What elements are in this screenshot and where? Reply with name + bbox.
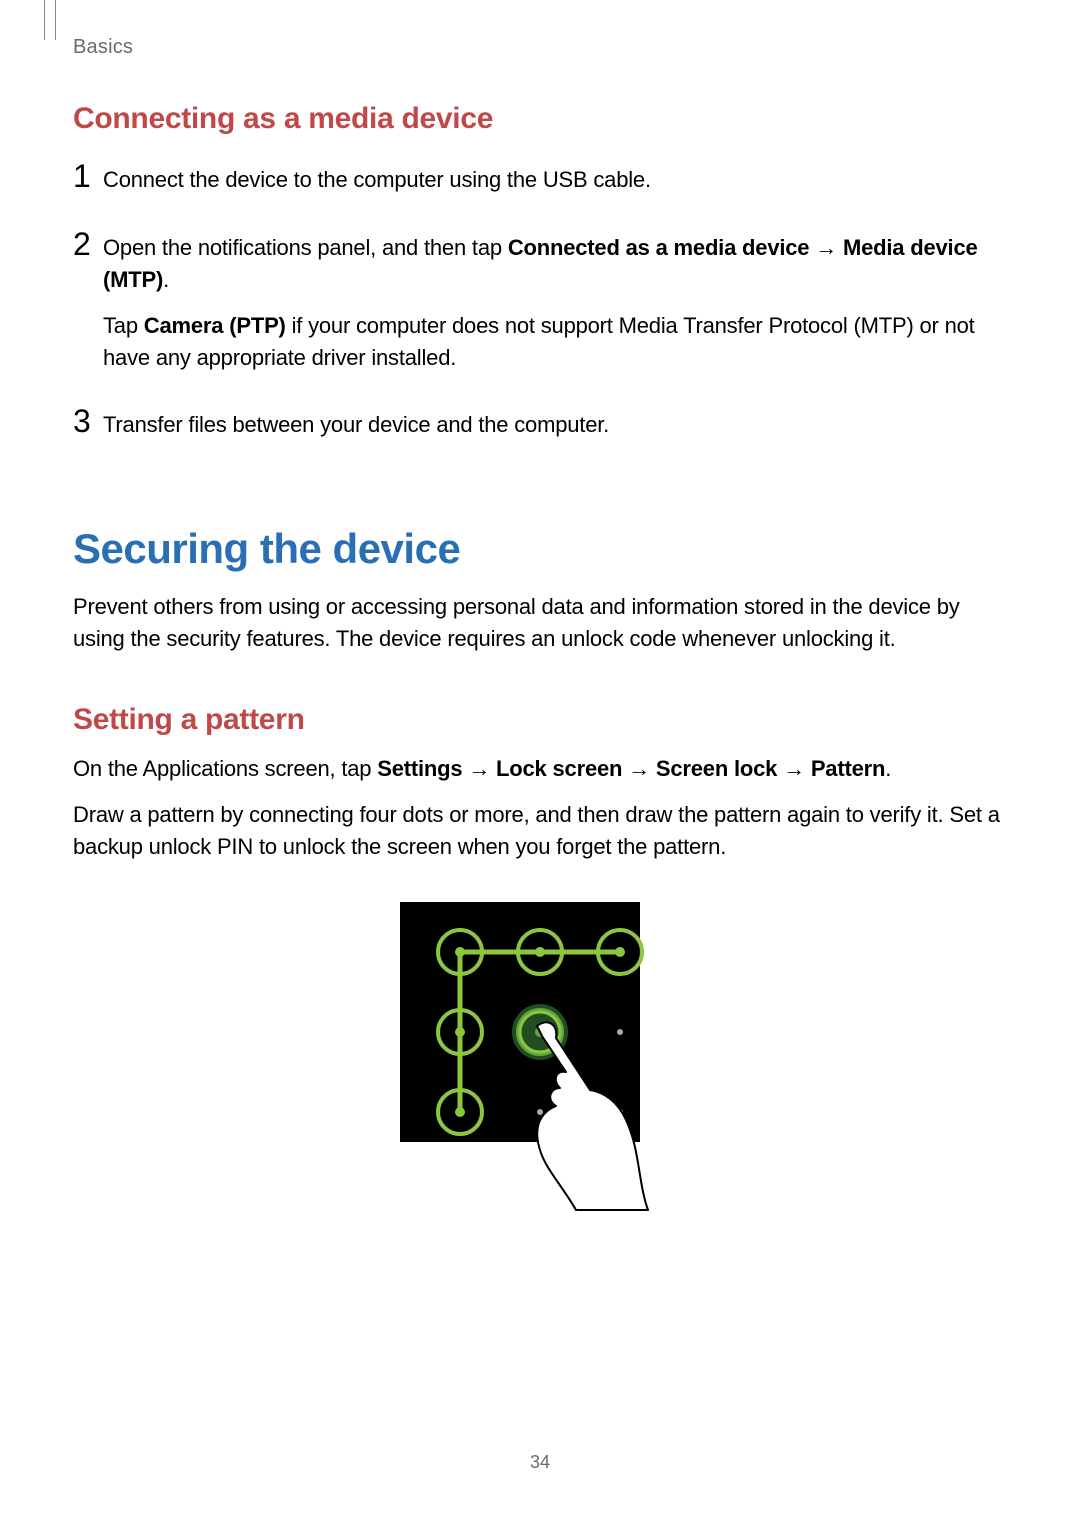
step-text: Tap Camera (PTP) if your computer does n… — [103, 310, 1007, 374]
pattern-lock-illustration — [390, 897, 690, 1217]
step-3: 3 Transfer files between your device and… — [73, 409, 1007, 455]
header-tab-mark — [44, 0, 56, 40]
step-text: Transfer files between your device and t… — [103, 409, 609, 441]
step-number: 1 — [73, 160, 103, 192]
step-1: 1 Connect the device to the computer usi… — [73, 164, 1007, 210]
securing-intro: Prevent others from using or accessing p… — [73, 591, 1007, 655]
step-text: Open the notifications panel, and then t… — [103, 232, 1007, 296]
breadcrumb: Basics — [73, 36, 133, 59]
steps-list: 1 Connect the device to the computer usi… — [73, 164, 1007, 455]
step-body: Open the notifications panel, and then t… — [103, 232, 1007, 388]
pattern-path-text: On the Applications screen, tap Settings… — [73, 753, 1007, 785]
heading-securing: Securing the device — [73, 525, 1007, 573]
step-body: Connect the device to the computer using… — [103, 164, 651, 210]
pattern-figure — [73, 897, 1007, 1217]
step-number: 2 — [73, 228, 103, 260]
step-2: 2 Open the notifications panel, and then… — [73, 232, 1007, 388]
page-content: Connecting as a media device 1 Connect t… — [73, 102, 1007, 1217]
step-body: Transfer files between your device and t… — [103, 409, 609, 455]
step-number: 3 — [73, 405, 103, 437]
page-number: 34 — [0, 1452, 1080, 1473]
heading-connecting: Connecting as a media device — [73, 102, 1007, 136]
step-text: Connect the device to the computer using… — [103, 164, 651, 196]
heading-pattern: Setting a pattern — [73, 703, 1007, 737]
pattern-instruction: Draw a pattern by connecting four dots o… — [73, 799, 1007, 863]
